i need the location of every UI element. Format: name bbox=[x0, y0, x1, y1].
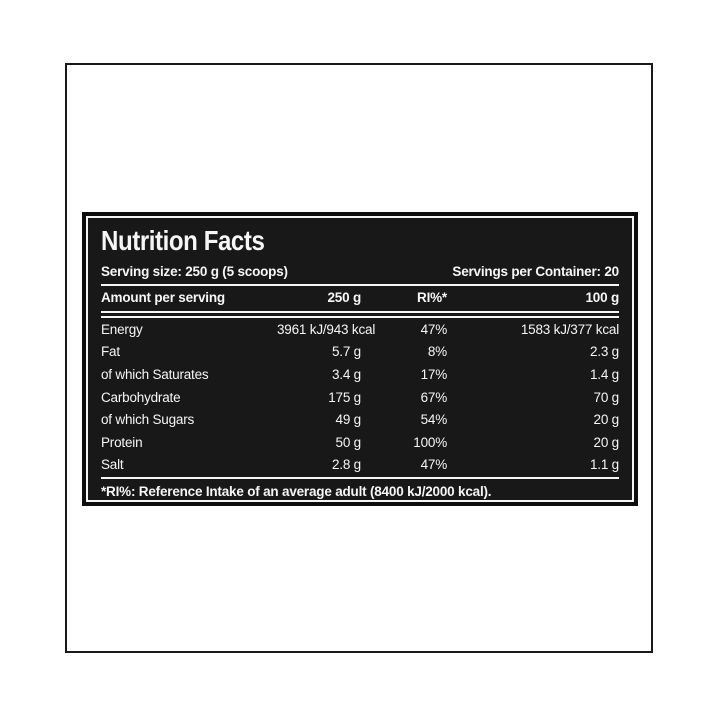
nutrient-name: Protein bbox=[101, 434, 143, 450]
reference-intake-footnote: *RI%: Reference Intake of an average adu… bbox=[101, 484, 492, 500]
amount-per-100g: 20 g bbox=[593, 434, 620, 450]
header-per-serving-250g: 250 g bbox=[327, 289, 361, 305]
amount-per-100g: 20 g bbox=[593, 412, 620, 428]
ri-percent: 54% bbox=[420, 412, 448, 428]
serving-size-label: Serving size: 250 g (5 scoops) bbox=[101, 264, 288, 279]
table-row: Fat 5.7 g 8% 2.3 g bbox=[101, 341, 619, 364]
nutrition-facts-panel: Nutrition Facts Serving size: 250 g (5 s… bbox=[82, 212, 638, 506]
table-header-row: Amount per serving 250 g RI%* 100 g bbox=[101, 286, 619, 309]
separator-line-bottom bbox=[101, 477, 619, 480]
nutrient-name: Fat bbox=[101, 344, 120, 360]
ri-percent: 100% bbox=[413, 434, 447, 450]
table-row: of which Saturates 3.4 g 17% 1.4 g bbox=[101, 363, 619, 386]
ri-percent: 17% bbox=[420, 366, 448, 382]
ri-percent: 8% bbox=[427, 344, 447, 360]
separator-double-line bbox=[101, 310, 619, 318]
ri-percent: 47% bbox=[420, 321, 448, 337]
nutrient-name: Energy bbox=[101, 321, 143, 337]
amount-per-serving: 2.8 g bbox=[331, 457, 361, 473]
amount-per-serving: 50 g bbox=[335, 434, 362, 450]
header-ri-percent: RI%* bbox=[417, 289, 447, 305]
amount-per-serving: 175 g bbox=[328, 389, 361, 405]
amount-per-100g: 1.1 g bbox=[589, 457, 619, 473]
amount-per-100g: 1583 kJ/377 kcal bbox=[520, 321, 619, 337]
table-row: Energy 3961 kJ/943 kcal 47% 1583 kJ/377 … bbox=[101, 318, 619, 341]
amount-per-serving: 3.4 g bbox=[331, 366, 361, 382]
amount-per-100g: 2.3 g bbox=[589, 344, 619, 360]
serving-info-row: Serving size: 250 g (5 scoops) Servings … bbox=[101, 264, 619, 280]
nutrient-name: Carbohydrate bbox=[101, 389, 181, 405]
nutrient-name: Salt bbox=[101, 457, 124, 473]
amount-per-serving: 5.7 g bbox=[331, 344, 361, 360]
servings-per-container-label: Servings per Container: 20 bbox=[452, 264, 619, 279]
nutrition-facts-panel-inner: Nutrition Facts Serving size: 250 g (5 s… bbox=[86, 216, 634, 502]
amount-per-serving: 3961 kJ/943 kcal bbox=[277, 321, 376, 337]
table-row: Carbohydrate 175 g 67% 70 g bbox=[101, 386, 619, 409]
table-row: Salt 2.8 g 47% 1.1 g bbox=[101, 453, 619, 476]
header-amount-per-serving: Amount per serving bbox=[101, 289, 225, 305]
nutrient-name: of which Sugars bbox=[101, 412, 195, 428]
header-per-100g: 100 g bbox=[585, 289, 619, 305]
ri-percent: 67% bbox=[420, 389, 448, 405]
ri-percent: 47% bbox=[420, 457, 448, 473]
table-row: Protein 50 g 100% 20 g bbox=[101, 431, 619, 454]
nutrient-name: of which Saturates bbox=[101, 366, 209, 382]
nutrition-facts-title: Nutrition Facts bbox=[101, 225, 265, 256]
amount-per-100g: 1.4 g bbox=[589, 366, 619, 382]
table-row: of which Sugars 49 g 54% 20 g bbox=[101, 408, 619, 431]
amount-per-100g: 70 g bbox=[593, 389, 620, 405]
separator-line-top bbox=[101, 284, 619, 286]
amount-per-serving: 49 g bbox=[335, 412, 362, 428]
